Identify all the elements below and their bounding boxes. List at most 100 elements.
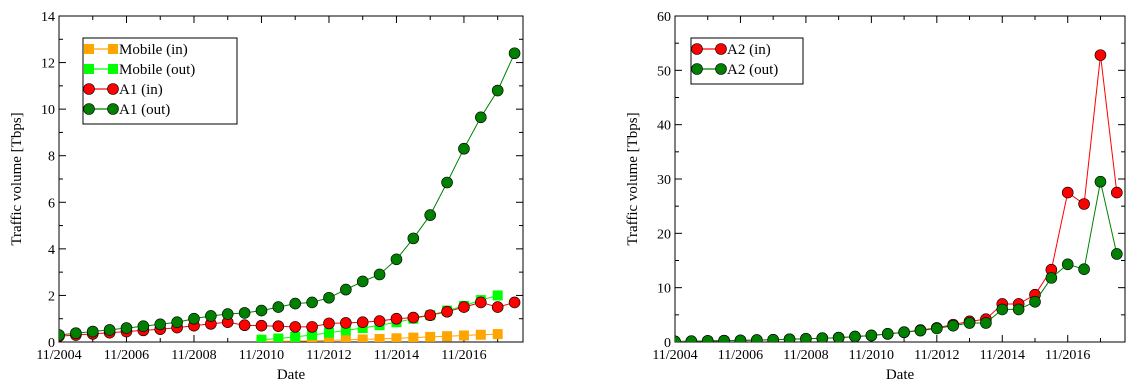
x-axis-label: Date [277,367,306,383]
data-point [1061,186,1074,199]
data-point [1111,186,1123,199]
data-point [137,320,150,332]
data-point [816,332,829,342]
data-point [865,329,878,342]
legend-marker [108,44,118,54]
data-point [340,317,352,329]
x-tick-label: 11/2010 [849,348,894,363]
data-point [508,296,521,309]
data-point [390,312,403,325]
legend-marker [107,83,119,95]
data-point [59,329,65,341]
data-point [675,335,681,342]
series-line [675,55,1118,342]
data-point [289,321,302,333]
x-tick-label: 11/2014 [980,348,1025,363]
data-point [734,334,747,342]
data-point [373,315,386,327]
y-tick-label: 50 [657,64,671,79]
data-point [1045,272,1058,284]
chart-right: 0 10 20 30 40 50 60 11/2004 11/2006 11/2008 11/201… [625,10,1126,383]
data-point [425,331,436,342]
data-point [718,334,730,342]
data-point [441,176,453,189]
series-a2-in [675,49,1123,342]
x-tick-label: 11/2014 [374,348,419,363]
legend-marker [83,103,95,115]
data-point [238,307,251,319]
data-point [391,333,402,342]
data-point [340,334,351,342]
legend-label: A1 (out) [119,102,170,118]
data-point [685,335,698,342]
data-point [751,334,763,342]
y-tick-label: 0 [48,336,55,351]
y-axis-label: Traffic volume [Tbps] [625,112,641,245]
legend-label: A2 (in) [727,42,771,58]
data-point [442,331,453,342]
y-axis-label: Traffic volume [Tbps] [9,112,25,245]
data-point [783,333,796,342]
legend-item-a2-out: A2 (out) [691,62,778,78]
data-point [290,331,301,342]
data-point [306,296,318,309]
data-point [221,308,234,320]
data-point [356,275,369,288]
series-a2-out [675,175,1123,342]
data-point [357,323,368,334]
legend-item-mobile-in: Mobile (in) [84,42,188,58]
y-tick-label: 6 [48,196,55,211]
data-point [255,304,268,317]
data-point [357,334,368,342]
y-tick-label: 4 [48,243,55,258]
y-tick-label: 14 [41,10,55,25]
data-point [1029,295,1041,308]
data-point [373,268,386,281]
x-tick-label: 11/2006 [104,348,149,363]
data-point [1094,49,1107,61]
x-tick-label: 11/2010 [239,348,284,363]
data-point [491,84,504,97]
data-point [475,329,486,340]
data-point [340,283,352,296]
legend-marker [715,63,727,75]
data-point [424,209,437,221]
data-point [963,317,976,329]
legend-marker [84,44,94,54]
data-point [238,319,251,332]
data-point [272,320,285,332]
data-point [832,331,845,342]
data-point [475,111,487,124]
chart-left: 0 2 4 6 8 10 12 14 11/2004 11/2006 11/2008 11/2010 1… [9,10,524,383]
data-point [492,290,503,301]
legend-box [690,37,804,85]
data-point [1078,198,1090,210]
legend: A2 (in) A2 (out) [690,37,804,85]
y-tick-label: 10 [41,103,55,118]
data-point [1078,263,1090,275]
legend-label: Mobile (out) [119,62,195,78]
data-point [356,316,369,329]
data-point [947,319,959,332]
data-point [307,330,318,341]
x-tick-label: 11/2008 [783,348,828,363]
data-point [306,321,318,333]
data-point [323,317,335,330]
x-axis-label: Date [886,367,915,383]
data-point [272,301,285,313]
data-point [323,327,334,338]
legend-marker [108,64,118,74]
legend: Mobile (in) Mobile (out) A1 (in) A1 (out) [82,37,238,125]
x-tick-label: 11/2004 [652,348,697,363]
y-tick-label: 2 [48,289,55,304]
data-point [492,329,503,340]
data-point [996,303,1009,316]
data-point [508,47,521,60]
data-point [1061,258,1074,271]
data-point [1094,175,1107,188]
data-point [154,318,167,331]
data-point [1012,303,1025,316]
data-point [188,312,200,325]
legend-label: A2 (out) [727,62,778,78]
